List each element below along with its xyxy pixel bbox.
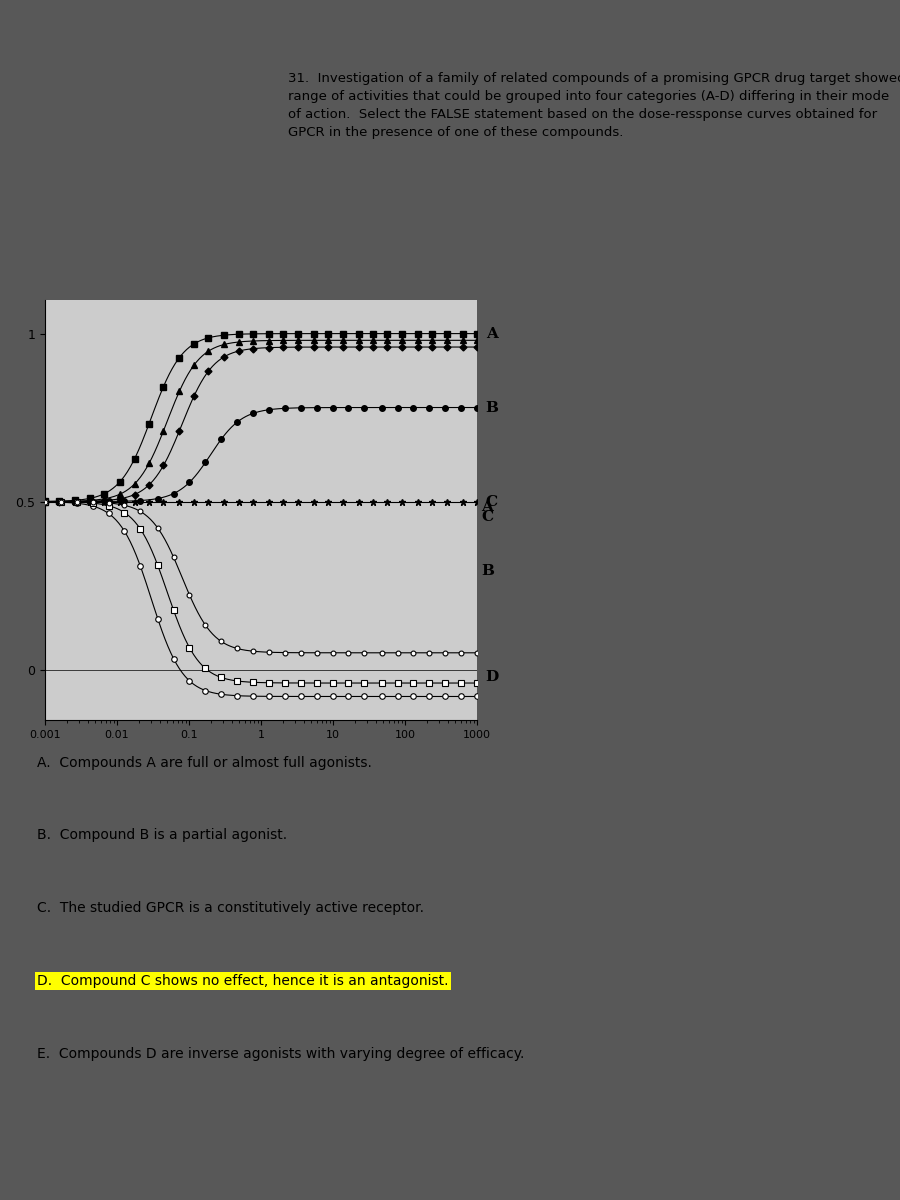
Text: D: D: [486, 671, 499, 684]
Text: A: A: [482, 499, 493, 514]
Text: C.  The studied GPCR is a constitutively active receptor.: C. The studied GPCR is a constitutively …: [37, 901, 424, 916]
Text: C: C: [482, 510, 493, 523]
Text: B: B: [482, 564, 494, 578]
Text: C: C: [486, 494, 498, 509]
Text: E.  Compounds D are inverse agonists with varying degree of efficacy.: E. Compounds D are inverse agonists with…: [37, 1048, 525, 1061]
Text: A.  Compounds A are full or almost full agonists.: A. Compounds A are full or almost full a…: [37, 756, 372, 769]
Text: B.  Compound B is a partial agonist.: B. Compound B is a partial agonist.: [37, 828, 287, 842]
Text: 31.  Investigation of a family of related compounds of a promising GPCR drug tar: 31. Investigation of a family of related…: [288, 72, 900, 139]
Text: A: A: [486, 326, 498, 341]
Text: B: B: [486, 401, 499, 414]
Text: D.  Compound C shows no effect, hence it is an antagonist.: D. Compound C shows no effect, hence it …: [37, 974, 448, 989]
